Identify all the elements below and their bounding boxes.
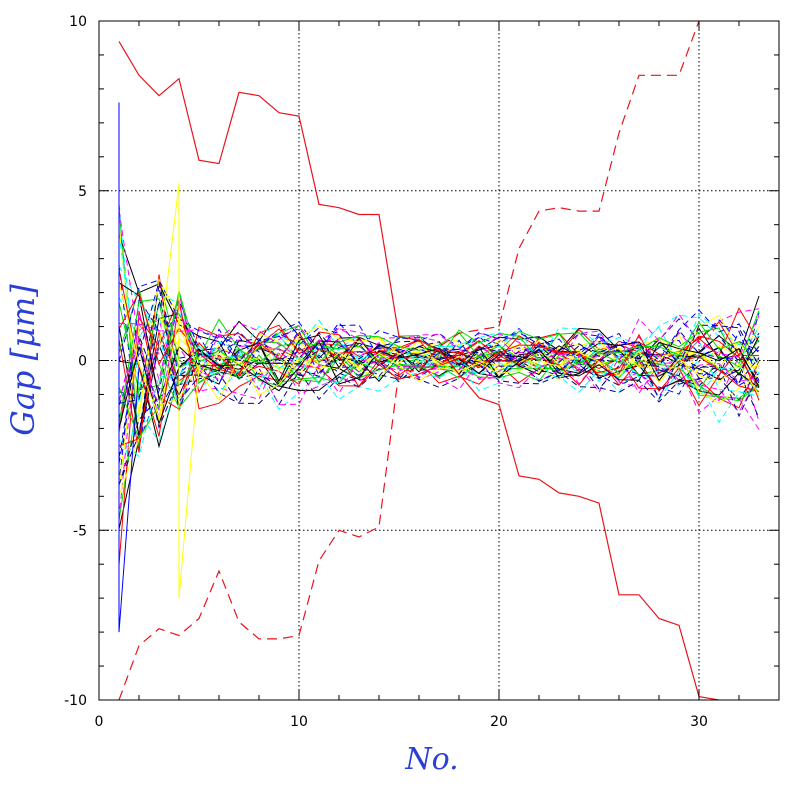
bundle-line (118, 339, 760, 449)
bundle-line (118, 281, 760, 406)
bundle-line (118, 297, 760, 485)
bundle-spike-line (158, 183, 200, 599)
envelope-line-solid (118, 41, 720, 701)
x-tick-label: 10 (290, 714, 308, 730)
bundle-line (118, 345, 760, 475)
x-tick-label: 0 (95, 714, 104, 730)
bundle-line (118, 313, 760, 362)
y-axis-title: Gap [μm] (4, 284, 42, 436)
envelope-series (118, 20, 720, 701)
bundle-series (118, 102, 760, 633)
y-tick-label: -10 (64, 693, 87, 709)
axis-ticks (98, 20, 780, 701)
x-tick-label: 30 (690, 714, 708, 730)
bundle-line (118, 290, 760, 440)
bundle-line (118, 319, 760, 433)
bundle-line (118, 293, 760, 519)
bundle-line (118, 298, 760, 425)
bundle-line (118, 337, 760, 458)
bundle-line (118, 264, 760, 442)
bundle-line (118, 300, 760, 485)
bundle-line (118, 355, 760, 486)
bundle-spike-line (118, 102, 140, 633)
envelope-line-dashed (118, 20, 700, 701)
bundle-line (118, 340, 760, 429)
bundle-line (118, 204, 760, 448)
tick-labels: 0 10 20 30 -10 -5 0 5 10 (64, 14, 708, 730)
x-tick-label: 20 (490, 714, 508, 730)
y-tick-label: -5 (73, 523, 87, 539)
bundle-line (118, 333, 760, 420)
x-axis-title: No. (404, 742, 458, 777)
bundle-line (118, 297, 760, 431)
y-tick-label: 5 (78, 184, 87, 200)
y-tick-label: 0 (78, 354, 87, 370)
y-tick-label: 10 (69, 14, 87, 30)
bundle-line (118, 210, 760, 413)
bundle-line (118, 285, 760, 412)
bundle-line (118, 282, 760, 420)
bundle-line (118, 324, 760, 447)
